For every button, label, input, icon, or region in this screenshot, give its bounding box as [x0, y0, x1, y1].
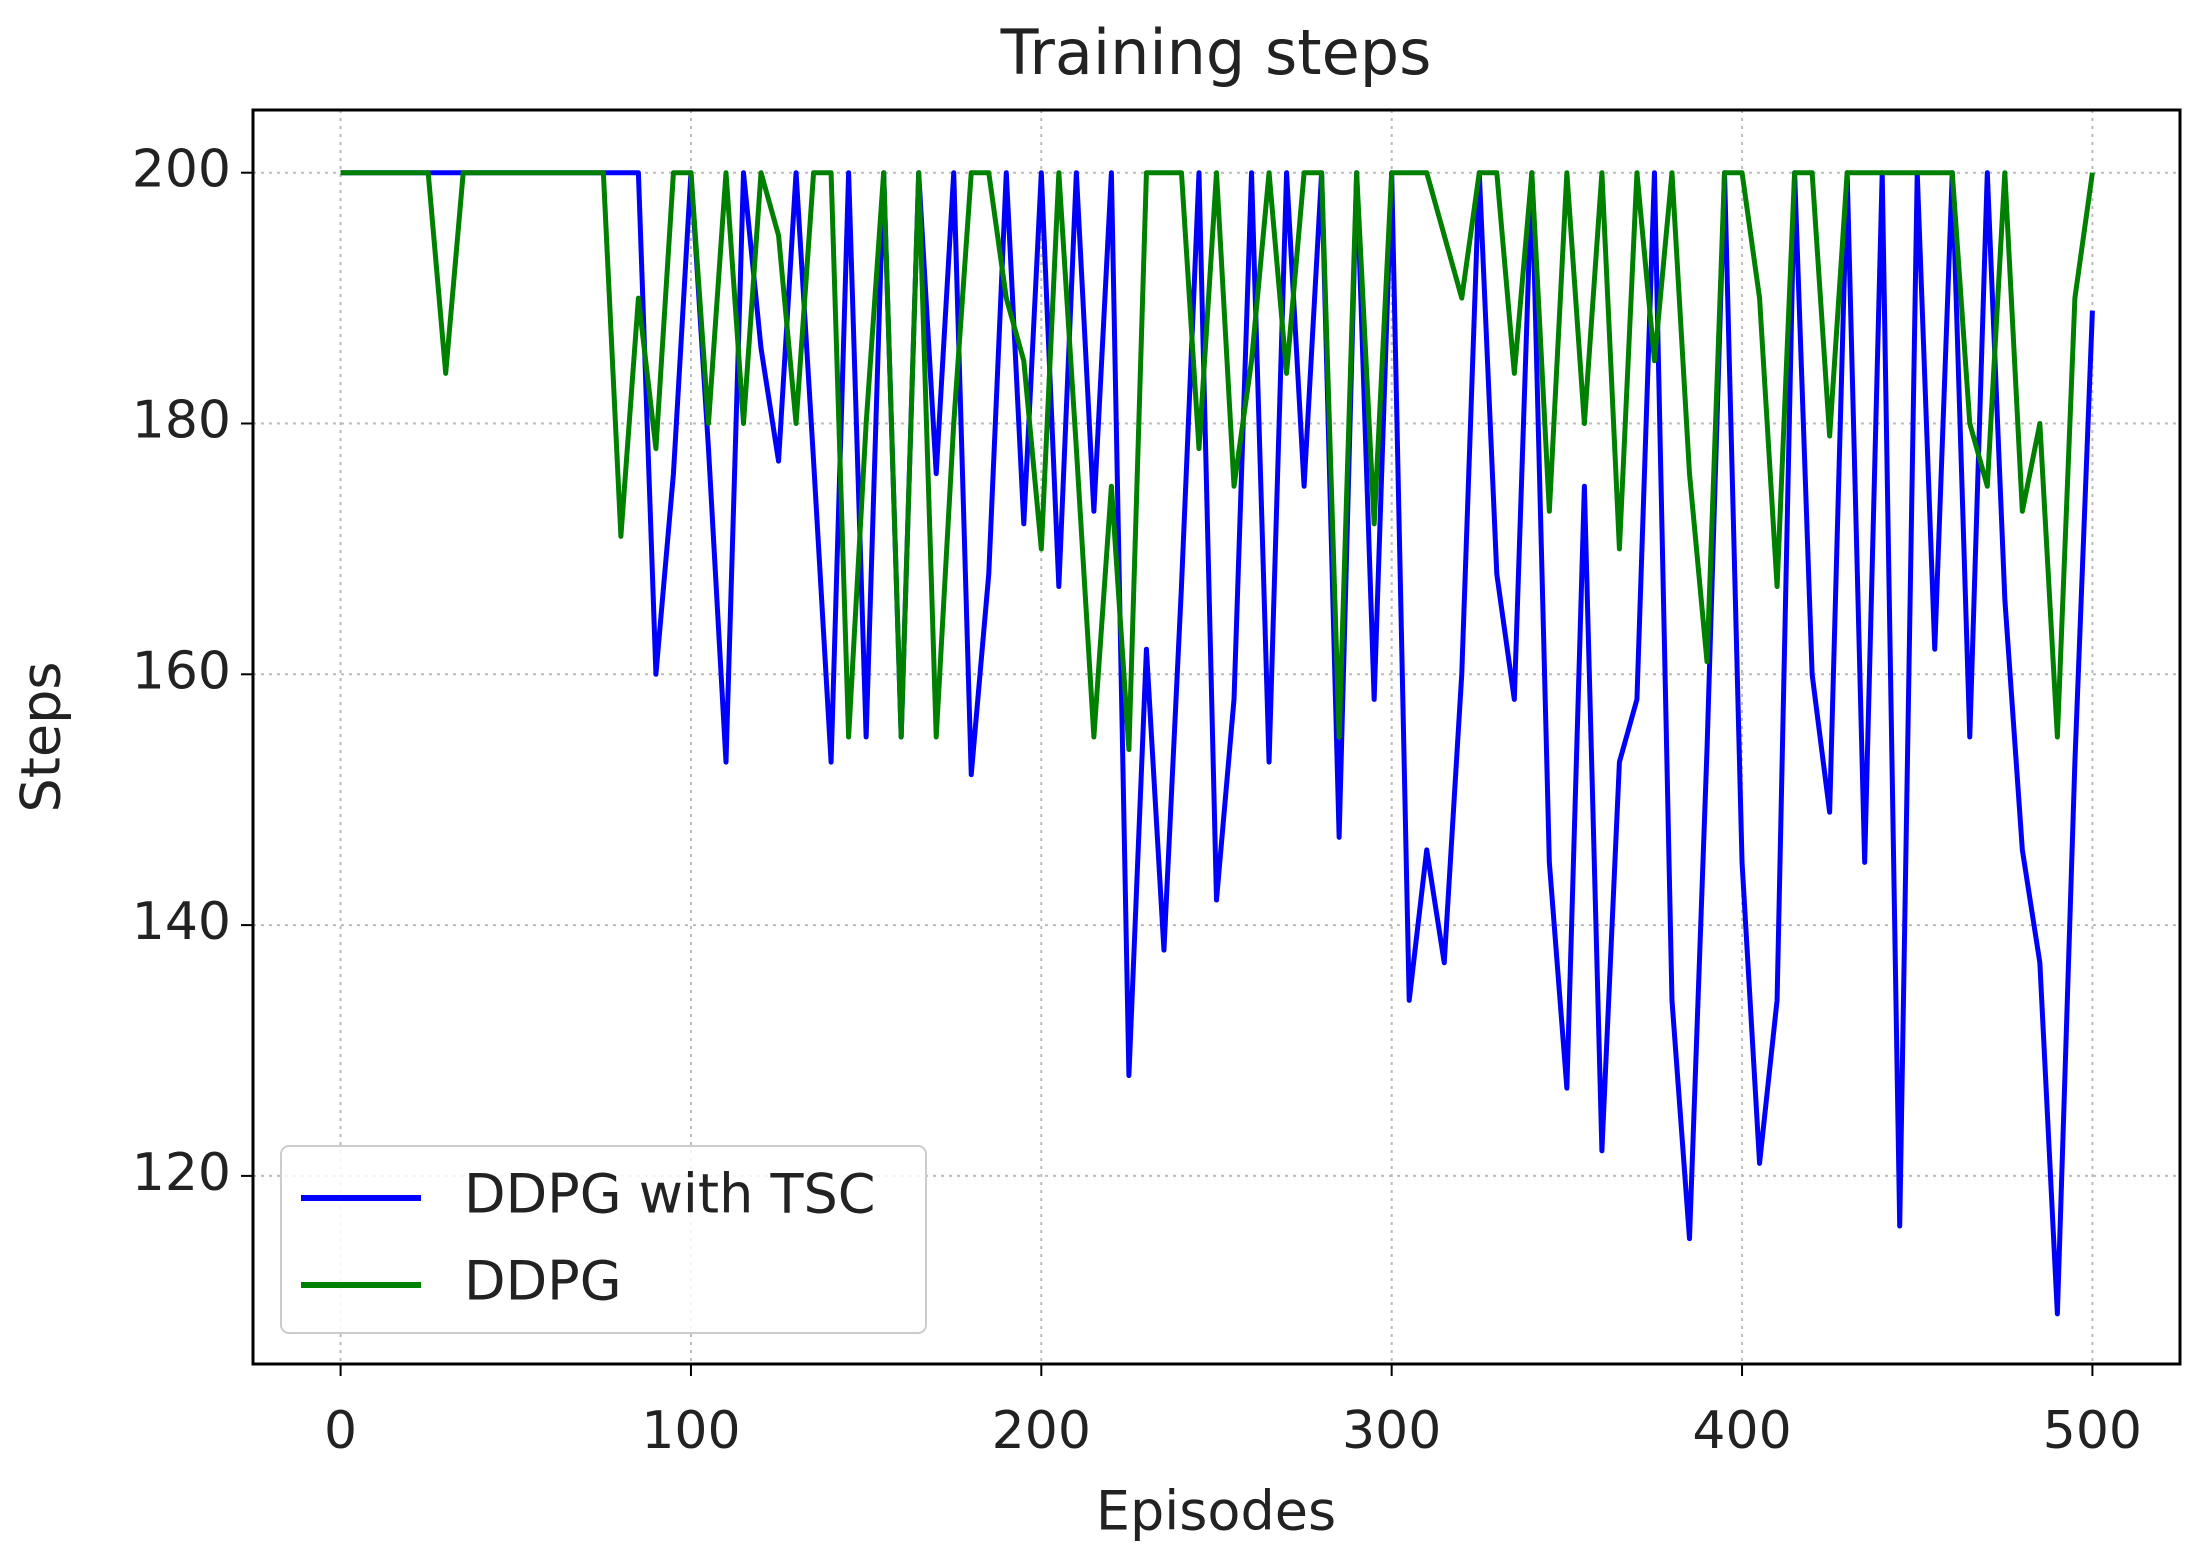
x-tick-label: 500: [2043, 1401, 2142, 1461]
data-line: [340, 170, 2095, 753]
y-tick-label: 200: [132, 140, 231, 200]
legend-label: DDPG: [464, 1250, 622, 1313]
y-tick-label: 140: [132, 892, 231, 952]
y-tick-label: 180: [132, 391, 231, 451]
legend-box: [280, 1145, 927, 1334]
x-tick-label: 0: [324, 1401, 357, 1461]
y-tick-label: 120: [132, 1143, 231, 1203]
legend-label: DDPG with TSC: [464, 1163, 875, 1226]
y-axis-label: Steps: [10, 661, 73, 812]
y-tick-label: 160: [132, 641, 231, 701]
x-tick-label: 300: [1342, 1401, 1441, 1461]
plot-frame: [251, 108, 2182, 1366]
x-axis-label: Episodes: [1096, 1480, 1336, 1543]
data-line: [340, 170, 2095, 1317]
x-tick-label: 100: [641, 1401, 740, 1461]
x-tick-label: 200: [992, 1401, 1091, 1461]
x-tick-label: 400: [1692, 1401, 1791, 1461]
chart-title: Training steps: [1000, 16, 1432, 89]
